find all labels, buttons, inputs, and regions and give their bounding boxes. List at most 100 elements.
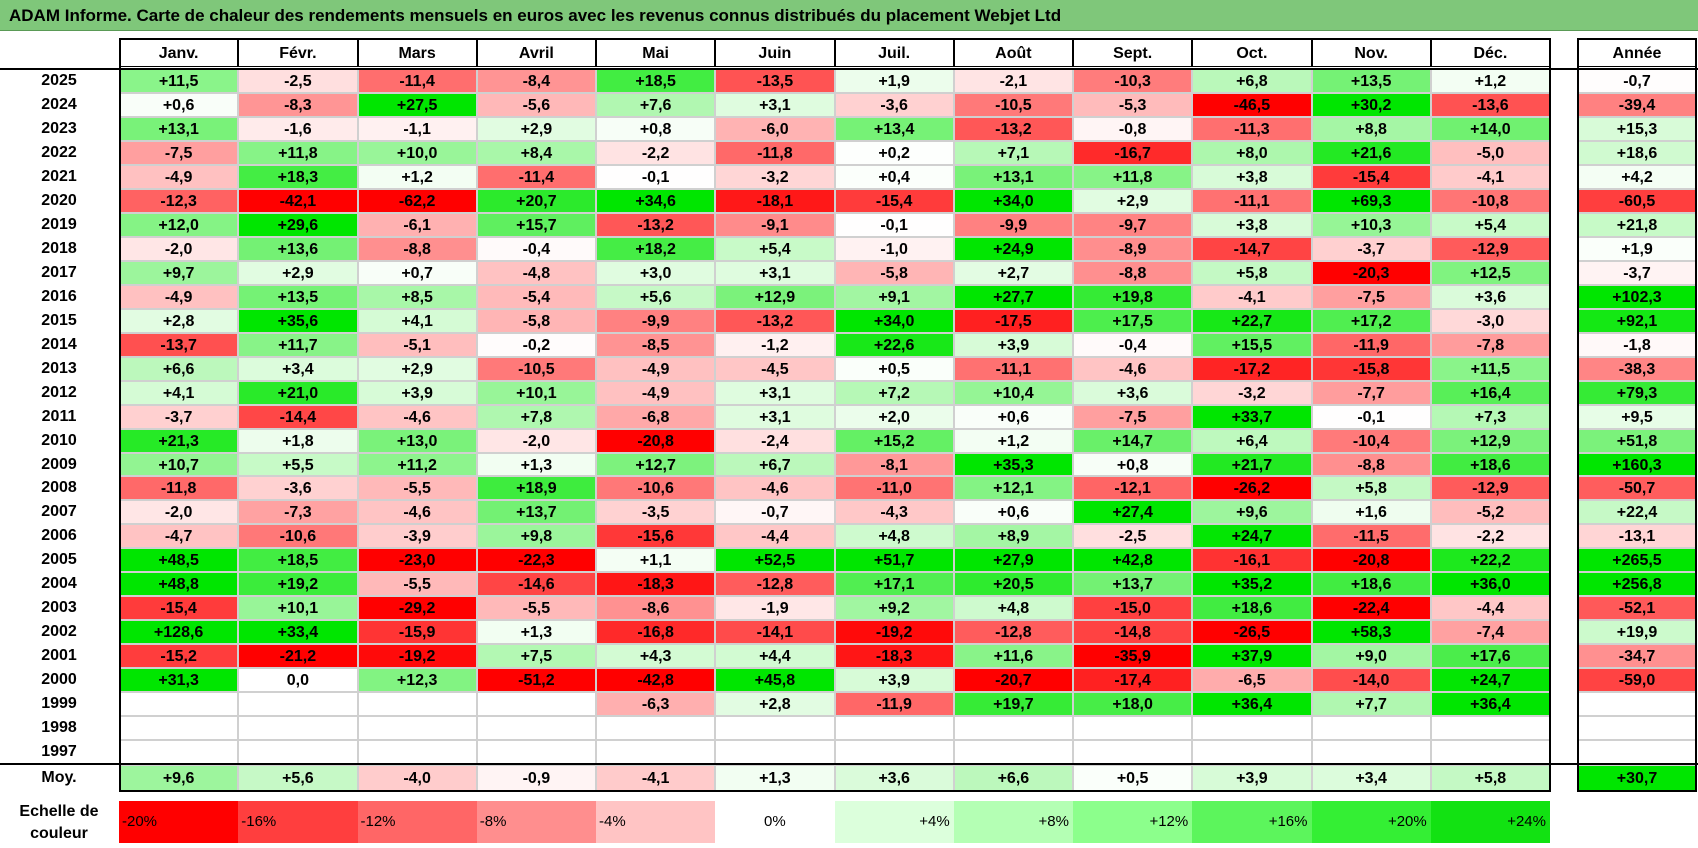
heatmap-cell: -7,3 [238,500,358,525]
heatmap-cell: +48,8 [119,572,239,597]
year-total-cell: +21,8 [1577,212,1697,237]
month-header: Mars [357,38,477,67]
heatmap-cell [596,740,716,765]
heatmap-cell: -11,1 [953,356,1073,381]
heatmap-cell: +20,7 [476,188,596,213]
year-total-cell: -0,7 [1577,69,1697,93]
heatmap-cell: -6,5 [1192,668,1312,693]
heatmap-cell: -29,2 [357,596,477,621]
heatmap-cell: +12,0 [119,212,239,237]
heatmap-cell: -13,2 [596,212,716,237]
heatmap-cell: +9,0 [1311,644,1431,669]
year-total-cell: -3,7 [1577,260,1697,285]
year-total-cell [1577,692,1697,717]
heatmap-cell: +3,0 [596,260,716,285]
heatmap-cell: -5,8 [834,260,954,285]
heatmap-cell: -17,4 [1073,668,1193,693]
heatmap-cell [834,740,954,765]
heatmap-cell: -12,1 [1073,476,1193,501]
heatmap-cell: -12,8 [953,620,1073,645]
heatmap-cell: +21,6 [1311,140,1431,165]
heatmap-cell: +22,6 [834,332,954,357]
year-total-cell: +1,9 [1577,236,1697,261]
heatmap-cell: -10,6 [238,524,358,549]
heatmap-cell: -42,1 [238,188,358,213]
heatmap-cell: -4,4 [715,524,835,549]
heatmap-cell: -4,9 [119,284,239,309]
heatmap-cell: -20,3 [1311,260,1431,285]
heatmap-cell: +0,8 [1073,452,1193,477]
heatmap-cell: +2,8 [119,308,239,333]
month-header: Oct. [1192,38,1312,67]
heatmap-cell: +0,6 [953,500,1073,525]
heatmap-cell: -6,0 [715,116,835,141]
heatmap-cell: -0,1 [834,212,954,237]
heatmap-cell: +13,7 [476,500,596,525]
average-cell: +5,8 [1430,765,1550,791]
heatmap-cell: -1,2 [715,332,835,357]
heatmap-cell: +3,6 [1430,284,1550,309]
year-total-cell: -52,1 [1577,596,1697,621]
average-cell: +5,6 [238,765,358,791]
year-label: 1997 [41,743,77,761]
heatmap-cell: +3,8 [1192,212,1312,237]
heatmap-cell [1073,716,1193,741]
heatmap-cell: -4,9 [119,164,239,189]
heatmap-cell: +11,5 [119,69,239,93]
heatmap-cell [357,740,477,765]
year-label: 2009 [41,455,77,473]
heatmap-cell: -11,8 [715,140,835,165]
heatmap-cell: -46,5 [1192,92,1312,117]
heatmap-cell: -0,8 [1073,116,1193,141]
heatmap-cell: +11,8 [1073,164,1193,189]
heatmap-cell: -0,1 [1311,404,1431,429]
heatmap-cell: +18,0 [1073,692,1193,717]
heatmap-cell: -51,2 [476,668,596,693]
heatmap-cell: -35,9 [1073,644,1193,669]
year-total-cell: -59,0 [1577,668,1697,693]
heatmap-cell: +3,9 [357,380,477,405]
heatmap-cell: -14,0 [1311,668,1431,693]
heatmap-cell: -20,8 [1311,548,1431,573]
year-total-cell: -60,5 [1577,188,1697,213]
heatmap-cell: +3,1 [715,380,835,405]
heatmap-cell: +9,6 [1192,500,1312,525]
heatmap-cell: +4,8 [953,596,1073,621]
heatmap-cell: +13,1 [119,116,239,141]
heatmap-cell: -7,5 [1311,284,1431,309]
year-label: 2005 [41,551,77,569]
heatmap-cell: +12,9 [715,284,835,309]
average-total-cell: +30,7 [1577,765,1697,791]
scale-label: Echelle de couleur [19,803,99,842]
heatmap-cell [476,692,596,717]
heatmap-cell: +36,4 [1192,692,1312,717]
heatmap-cell: -8,4 [476,69,596,93]
average-cell: -4,0 [357,765,477,791]
heatmap-cell: +17,6 [1430,644,1550,669]
heatmap-cell: +3,8 [1192,164,1312,189]
heatmap-cell: -9,9 [596,308,716,333]
heatmap-cell: +2,0 [834,404,954,429]
heatmap-cell: +13,5 [1311,69,1431,93]
scale-step: +16% [1192,801,1312,843]
heatmap-cell: +9,2 [834,596,954,621]
heatmap-cell: +6,4 [1192,428,1312,453]
heatmap-cell: +1,2 [357,164,477,189]
heatmap-cell: -13,7 [119,332,239,357]
heatmap-cell: -2,1 [953,69,1073,93]
heatmap-cell: -5,5 [357,476,477,501]
heatmap-cell [238,692,358,717]
year-total-cell: -1,8 [1577,332,1697,357]
heatmap-cell: +24,7 [1430,668,1550,693]
month-header: Janv. [119,38,239,67]
heatmap-cell: -4,9 [596,380,716,405]
heatmap-cell [715,716,835,741]
heatmap-cell: -5,4 [476,284,596,309]
heatmap-cell: -5,8 [476,308,596,333]
heatmap-cell: -21,2 [238,644,358,669]
heatmap-cell: -9,1 [715,212,835,237]
heatmap-cell: +17,5 [1073,308,1193,333]
heatmap-cell: +7,6 [596,92,716,117]
heatmap-cell: -9,7 [1073,212,1193,237]
